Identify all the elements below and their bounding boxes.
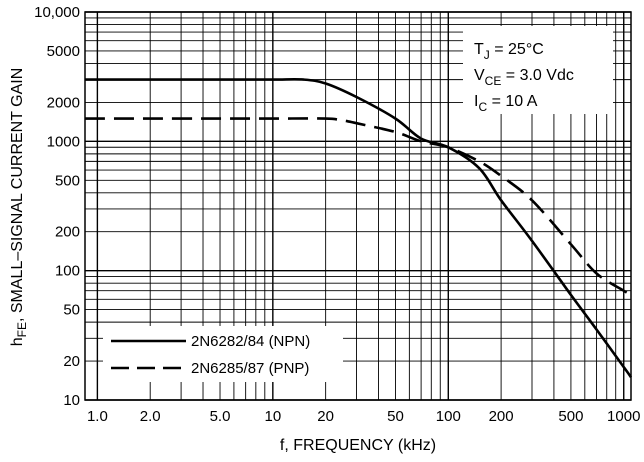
x-tick-label: 200 bbox=[489, 408, 514, 425]
annotation-vce: VCE = 3.0 Vdc bbox=[474, 67, 574, 88]
series-layer bbox=[85, 78, 633, 378]
x-axis-label: f, FREQUENCY (kHz) bbox=[280, 437, 436, 454]
annotation-background bbox=[463, 26, 613, 114]
x-tick-label: 5.0 bbox=[210, 408, 231, 425]
legend: 2N6282/84 (NPN) 2N6285/87 (PNP) bbox=[103, 326, 343, 382]
x-tick-label: 500 bbox=[558, 408, 583, 425]
series-line-npn bbox=[85, 78, 633, 378]
y-tick-label: 2000 bbox=[47, 94, 80, 111]
x-tick-label: 20 bbox=[317, 408, 334, 425]
y-tick-label: 50 bbox=[63, 302, 80, 319]
y-tick-label: 1000 bbox=[47, 133, 80, 150]
y-tick-label: 10 bbox=[63, 392, 80, 409]
y-tick-label: 500 bbox=[55, 172, 80, 189]
y-tick-label: 20 bbox=[63, 353, 80, 370]
x-tick-label: 100 bbox=[436, 408, 461, 425]
x-tick-label: 1000 bbox=[607, 408, 640, 425]
y-tick-label: 10,000 bbox=[34, 4, 80, 21]
series-line-pnp bbox=[85, 117, 632, 297]
annotation-ic: IC = 10 A bbox=[474, 93, 538, 114]
plot-frame bbox=[84, 11, 632, 401]
legend-label-pnp: 2N6285/87 (PNP) bbox=[191, 360, 309, 377]
y-tick-label: 5000 bbox=[47, 43, 80, 60]
x-tick-label: 1.0 bbox=[87, 408, 108, 425]
x-tick-label: 10 bbox=[264, 408, 281, 425]
tick-labels: 1.0 2.0 5.0 10 20 50 100 200 500 1000 10 20 50 100 200… bbox=[34, 4, 640, 425]
legend-label-npn: 2N6282/84 (NPN) bbox=[191, 333, 310, 350]
y-axis-label: hFE, SMALL–SIGNAL CURRENT GAIN bbox=[9, 68, 29, 347]
conditions-annotation: TJ = 25°C VCE = 3.0 Vdc IC = 10 A bbox=[463, 26, 613, 114]
annotation-tj: TJ = 25°C bbox=[474, 41, 544, 62]
y-tick-label: 100 bbox=[55, 263, 80, 280]
x-tick-label: 2.0 bbox=[140, 408, 161, 425]
x-tick-label: 50 bbox=[387, 408, 404, 425]
legend-background bbox=[103, 326, 343, 382]
y-tick-label: 200 bbox=[55, 224, 80, 241]
